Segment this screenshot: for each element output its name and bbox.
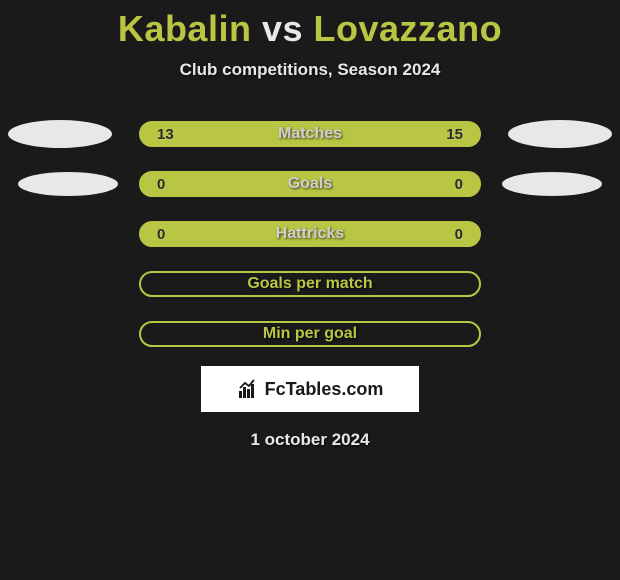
chart-icon [237,378,259,400]
stat-pill: 0 Goals 0 [139,171,481,197]
stat-label: Goals per match [247,275,372,293]
comparison-card: Kabalin vs Lovazzano Club competitions, … [0,0,620,450]
stat-left-value: 13 [157,126,181,143]
stat-left-value: 0 [157,226,181,243]
ellipse-icon [18,172,118,196]
stat-row-gpm: Goals per match [0,270,620,298]
stat-pill: Goals per match [139,271,481,297]
stat-pill: Min per goal [139,321,481,347]
subtitle: Club competitions, Season 2024 [180,60,441,80]
ellipse-icon [508,120,612,148]
stat-pill: 13 Matches 15 [139,121,481,147]
stat-right-value: 0 [439,226,463,243]
stat-pill: 0 Hattricks 0 [139,221,481,247]
ellipse-icon [8,120,112,148]
stat-label: Min per goal [263,325,357,343]
stat-left-value: 0 [157,176,181,193]
date-label: 1 october 2024 [250,430,369,450]
player1-name: Kabalin [118,8,252,49]
logo-text: FcTables.com [265,379,384,400]
page-title: Kabalin vs Lovazzano [118,8,502,50]
stat-right-value: 0 [439,176,463,193]
stat-label: Goals [288,175,332,193]
stats-section: 13 Matches 15 0 Goals 0 0 Hattricks 0 [0,120,620,348]
stat-label: Matches [278,125,342,143]
source-logo: FcTables.com [201,366,419,412]
stat-label: Hattricks [276,225,344,243]
vs-text: vs [262,8,303,49]
ellipse-icon [502,172,602,196]
stat-row-goals: 0 Goals 0 [0,170,620,198]
stat-row-mpg: Min per goal [0,320,620,348]
stat-right-value: 15 [439,126,463,143]
stat-row-matches: 13 Matches 15 [0,120,620,148]
stat-row-hattricks: 0 Hattricks 0 [0,220,620,248]
player2-name: Lovazzano [314,8,503,49]
